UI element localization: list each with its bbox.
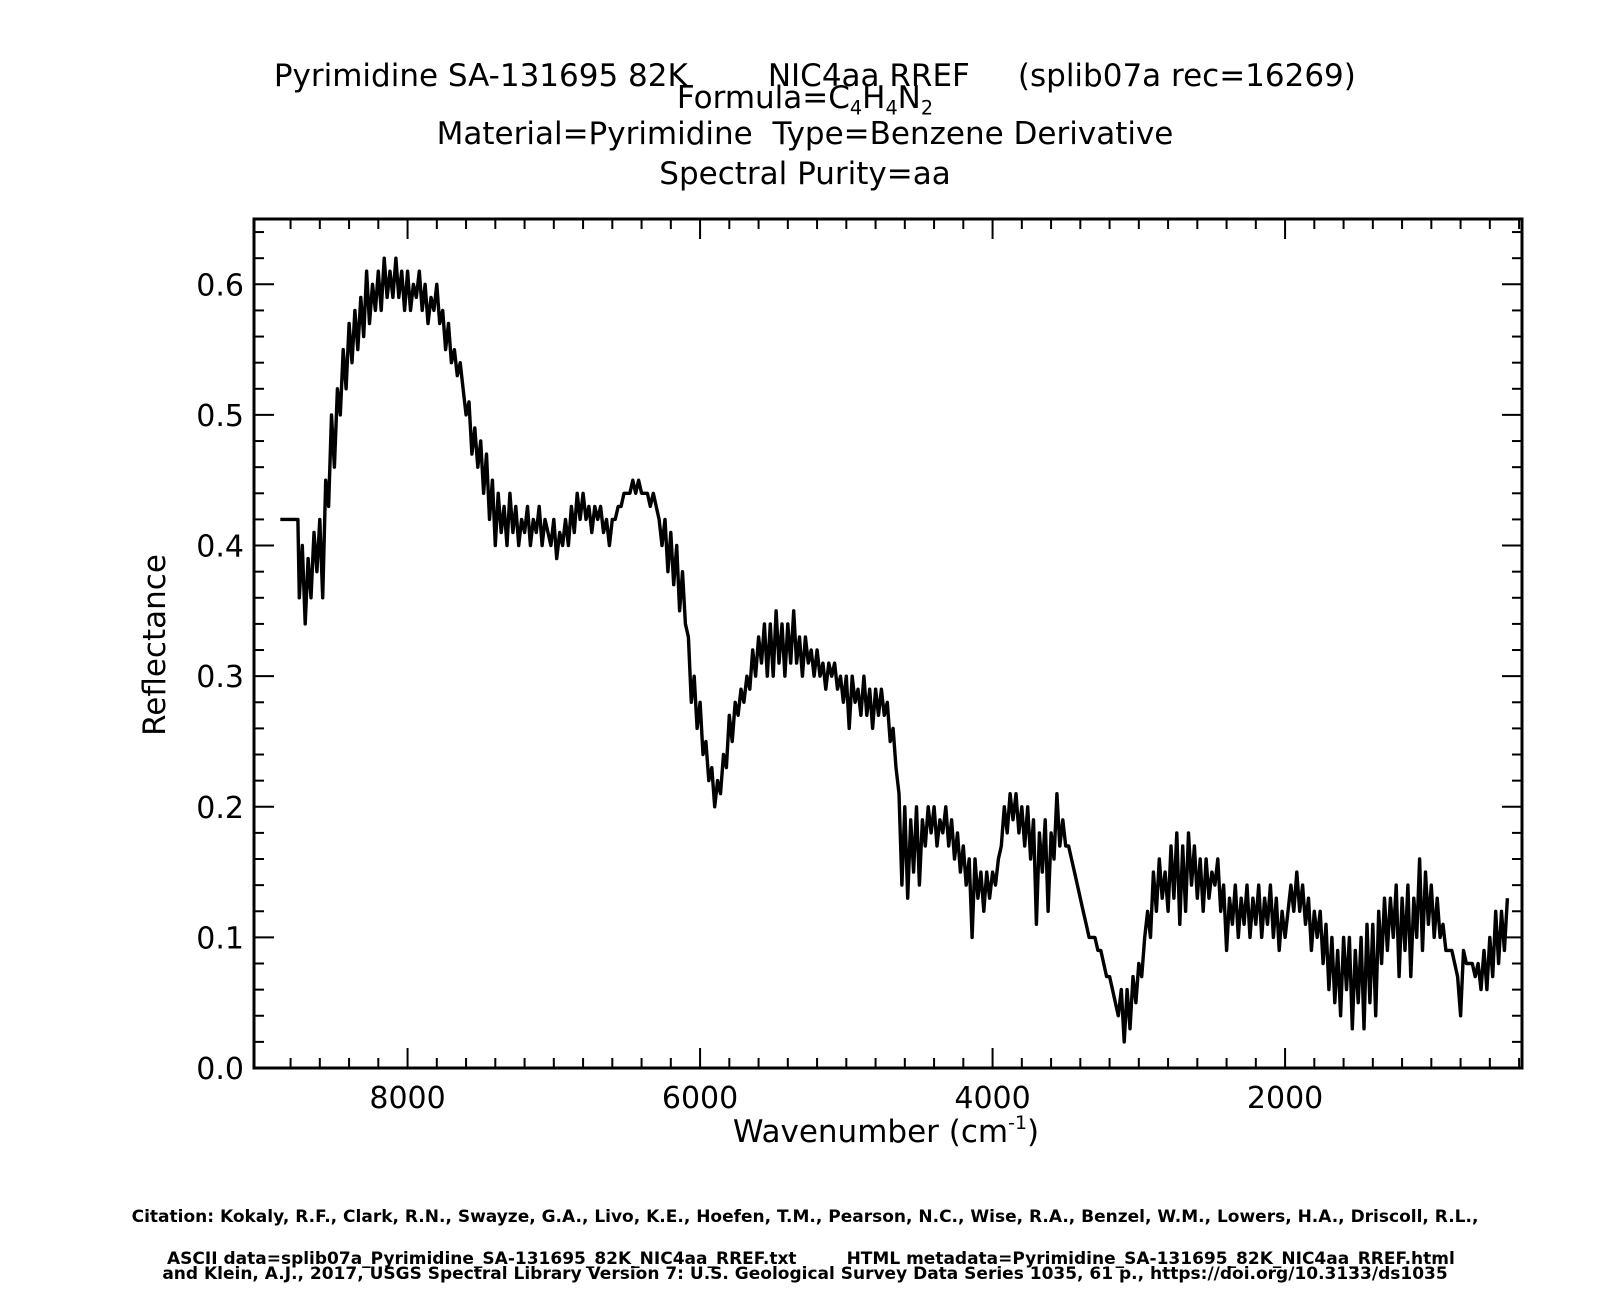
x-tick-label: 6000 <box>662 1081 738 1116</box>
x-tick-label: 8000 <box>369 1081 445 1116</box>
axis-ticks <box>254 219 1522 1069</box>
formula-c-sub: 4 <box>849 96 863 120</box>
y-tick-label: 0.4 <box>196 530 244 565</box>
spectrum-chart: 8000 6000 4000 2000 0.0 0.1 0.2 0.3 0.4 0.5 0.6 Re… <box>137 217 1524 1150</box>
formula-line: Formula=C4H4N2 <box>0 80 1610 120</box>
citation-line-1: Citation: Kokaly, R.F., Clark, R.N., Swa… <box>131 1207 1479 1227</box>
formula-n: N <box>897 80 921 116</box>
file-references: ASCII data=splib07a_Pyrimidine_SA-131695… <box>0 1229 1610 1269</box>
title-instrument: NIC4aa RREF <box>767 58 970 94</box>
tick-labels: 8000 6000 4000 2000 0.0 0.1 0.2 0.3 0.4 0.5 0.6 <box>196 268 1323 1116</box>
formula-n-sub: 2 <box>920 96 934 120</box>
y-axis-label: Reflectance <box>137 554 173 736</box>
x-axis-label-sup: -1 <box>1008 1112 1027 1134</box>
formula-prefix: Formula= <box>676 80 829 116</box>
y-tick-label: 0.5 <box>196 399 244 434</box>
html-metadata-file: HTML metadata=Pyrimidine_SA-131695_82K_N… <box>846 1249 1455 1269</box>
y-tick-label: 0.3 <box>196 660 244 695</box>
y-tick-label: 0.1 <box>196 921 244 956</box>
title-sample: Pyrimidine SA-131695 82K <box>273 58 688 94</box>
x-axis-label-close: ) <box>1027 1114 1039 1150</box>
y-tick-label: 0.0 <box>196 1052 244 1087</box>
formula-h-sub: 4 <box>885 96 898 120</box>
y-tick-label: 0.2 <box>196 791 244 826</box>
chart-title: Pyrimidine SA-131695 82K NIC4aa RREF (spli… <box>0 22 1610 94</box>
x-tick-label: 2000 <box>1247 1081 1323 1116</box>
x-axis-label: Wavenumber (cm-1) <box>733 1112 1039 1150</box>
plot-frame <box>252 217 1524 1070</box>
formula-h: H <box>862 80 886 116</box>
formula-c: C <box>828 80 850 116</box>
material-line: Material=Pyrimidine Type=Benzene Derivat… <box>436 116 1174 152</box>
title-record: (splib07a rec=16269) <box>1017 58 1356 94</box>
x-axis-label-text: Wavenumber (cm <box>733 1114 1008 1150</box>
y-tick-label: 0.6 <box>196 268 244 303</box>
x-tick-label: 4000 <box>954 1081 1030 1116</box>
ascii-data-file: ASCII data=splib07a_Pyrimidine_SA-131695… <box>167 1249 797 1269</box>
purity-line: Spectral Purity=aa <box>659 156 951 192</box>
spectrum-line <box>280 256 1510 1044</box>
